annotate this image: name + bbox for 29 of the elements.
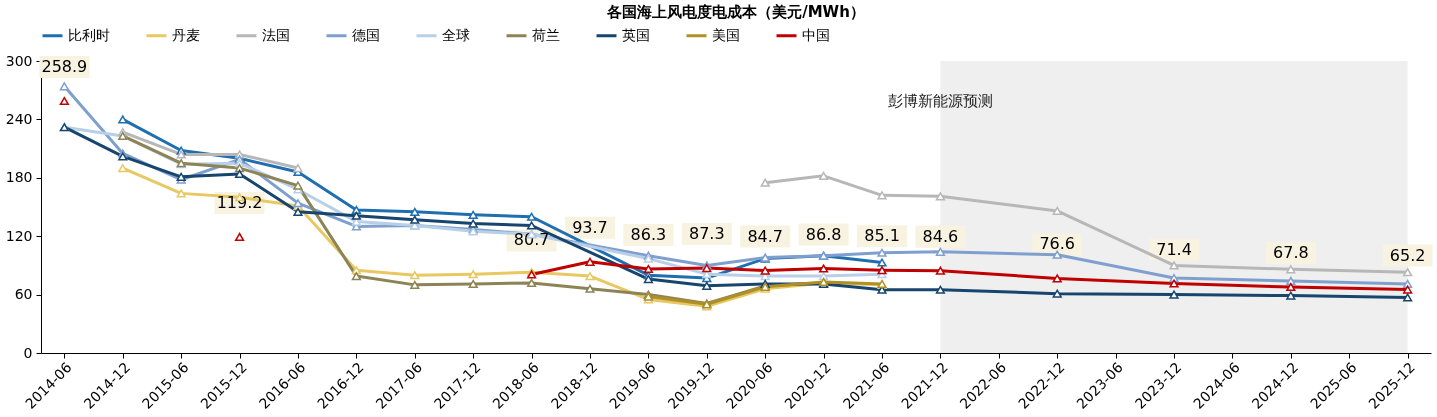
data-label: 71.4 [1156, 239, 1192, 259]
data-label: 84.6 [922, 226, 959, 246]
y-tick-label: 180 [5, 169, 33, 186]
legend-label: 全球 [442, 26, 470, 43]
legend-label: 比利时 [68, 26, 110, 43]
data-label: 76.6 [1039, 234, 1076, 254]
legend-label: 法国 [262, 26, 290, 43]
data-label: 87.3 [688, 224, 725, 244]
data-label: 258.9 [41, 57, 88, 76]
band-label: 彭博新能源预测 [887, 92, 993, 110]
y-tick-label: 60 [14, 286, 33, 303]
chart-title: 各国海上风电度电成本（美元/MWh） [606, 3, 865, 21]
legend-label: 荷兰 [532, 26, 560, 43]
data-label: 67.8 [1273, 243, 1309, 263]
y-tick-label: 120 [5, 227, 33, 244]
data-label: 65.2 [1389, 245, 1426, 265]
legend-label: 丹麦 [172, 26, 200, 43]
y-tick-label: 0 [23, 344, 33, 361]
data-label: 85.1 [864, 226, 900, 246]
data-label: 93.7 [572, 217, 608, 237]
y-tick-label: 240 [5, 110, 33, 127]
y-tick-label: 300 [5, 52, 33, 69]
legend-label: 德国 [352, 26, 380, 43]
data-label: 86.3 [630, 225, 667, 244]
legend-label: 英国 [622, 26, 650, 43]
data-label: 86.8 [805, 224, 842, 244]
legend-label: 美国 [712, 26, 740, 43]
legend-label: 中国 [802, 26, 830, 43]
data-label: 84.7 [747, 226, 784, 246]
